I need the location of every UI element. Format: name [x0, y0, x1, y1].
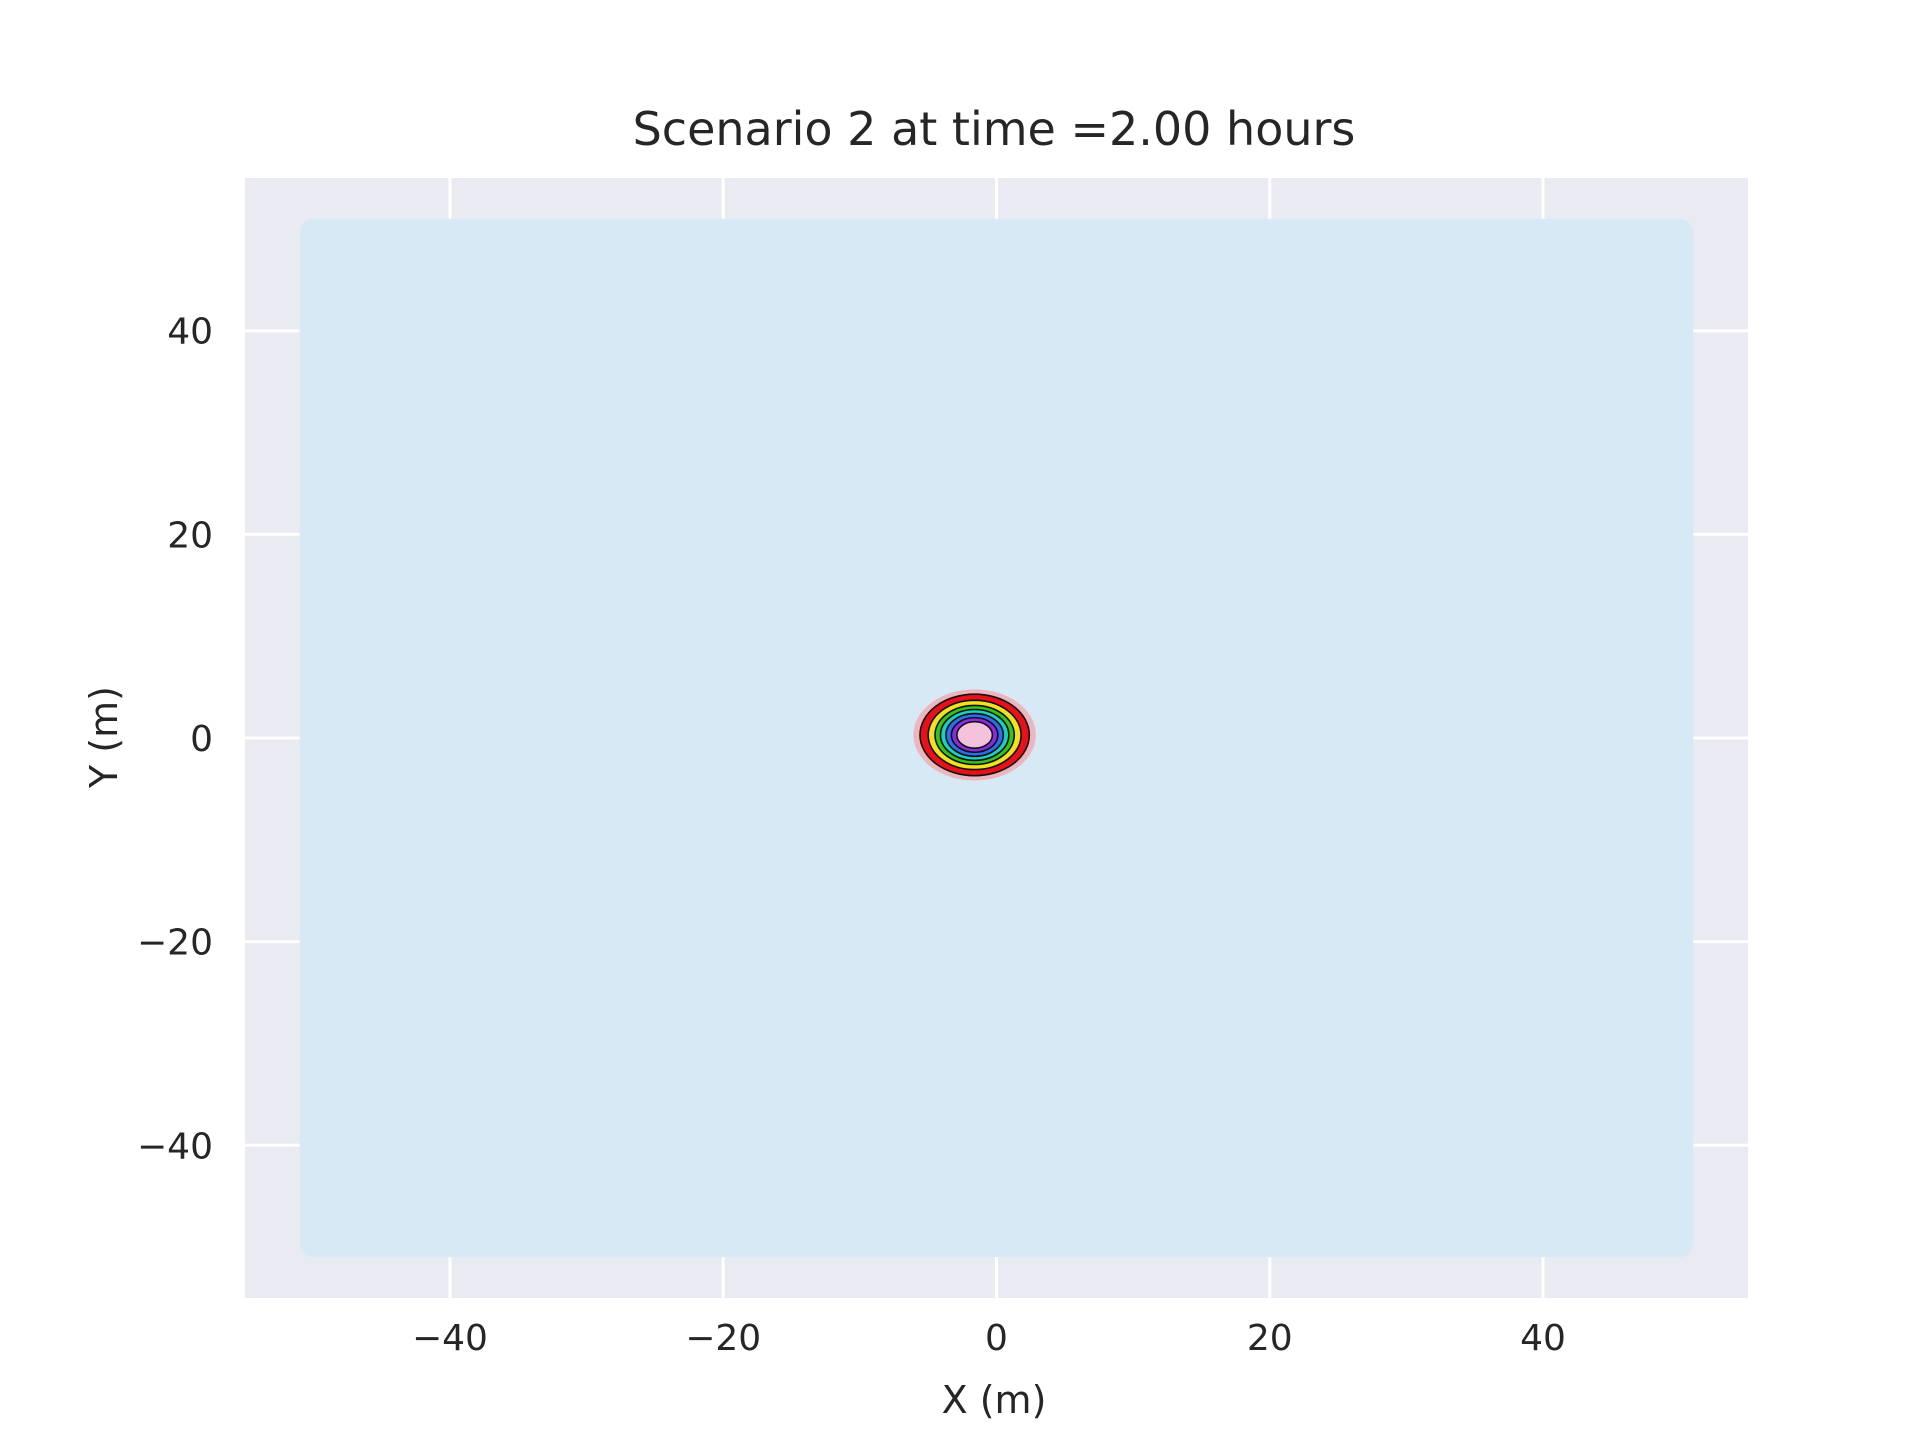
- x-tick-label: 40: [1520, 1318, 1566, 1359]
- y-tick-label: 20: [167, 515, 213, 556]
- y-tick-labels: 40 20 0 −20 −40: [137, 312, 213, 1168]
- plume-contour: [956, 720, 994, 749]
- y-tick-label: 40: [167, 312, 213, 353]
- x-tick-labels: −40 −20 0 20 40: [412, 1318, 1566, 1359]
- x-tick-label: 20: [1247, 1318, 1293, 1359]
- y-tick-label: 0: [190, 719, 213, 760]
- x-tick-label: −20: [685, 1318, 761, 1359]
- x-tick-label: 0: [985, 1318, 1008, 1359]
- x-axis-label: X (m): [942, 1378, 1047, 1422]
- plume-contours: [913, 689, 1036, 781]
- chart-title: Scenario 2 at time =2.00 hours: [633, 102, 1356, 156]
- y-tick-label: −40: [137, 1126, 213, 1167]
- x-tick-label: −40: [412, 1318, 488, 1359]
- y-axis-label: Y (m): [82, 686, 126, 789]
- y-tick-label: −20: [137, 923, 213, 964]
